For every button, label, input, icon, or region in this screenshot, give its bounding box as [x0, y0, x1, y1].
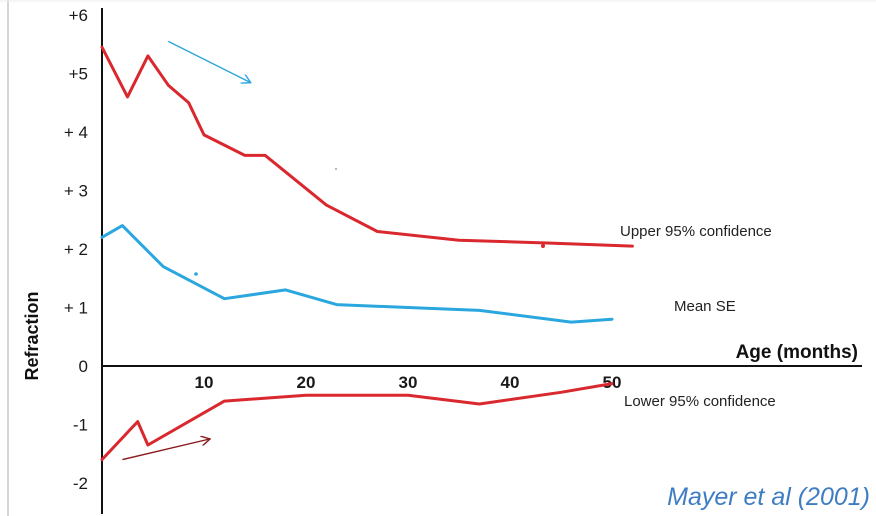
- y-tick-label: +6: [69, 6, 88, 25]
- y-axis-label: Refraction: [22, 291, 42, 380]
- citation-text: Mayer et al (2001): [667, 483, 870, 511]
- x-tick-label: 10: [195, 373, 214, 392]
- y-tick-label: 0: [79, 357, 88, 376]
- series-line-3: [100, 382, 614, 462]
- y-tick-label: + 1: [64, 299, 88, 318]
- y-tick-label: -2: [73, 474, 88, 493]
- trend-arrow: [122, 439, 209, 461]
- trend-arrow: [167, 40, 250, 82]
- stray-dot: [334, 167, 338, 171]
- series-label: Upper 95% confidence: [620, 223, 772, 240]
- y-tick-label: + 2: [64, 240, 88, 259]
- x-tick-label: 40: [501, 373, 520, 392]
- series-label: Lower 95% confidence: [624, 393, 776, 410]
- series-line-1: [100, 45, 634, 248]
- x-tick-label: 20: [297, 373, 316, 392]
- stray-dot: [194, 272, 198, 276]
- x-tick-label: 30: [399, 373, 418, 392]
- x-axis-label: Age (months): [736, 342, 858, 363]
- stray-dot: [541, 244, 545, 248]
- series-line-2: [100, 224, 614, 324]
- y-tick-label: -1: [73, 416, 88, 435]
- y-tick-label: + 4: [64, 123, 88, 142]
- y-tick-label: +5: [69, 65, 88, 84]
- y-tick-label: + 3: [64, 182, 88, 201]
- series-label: Mean SE: [674, 298, 736, 315]
